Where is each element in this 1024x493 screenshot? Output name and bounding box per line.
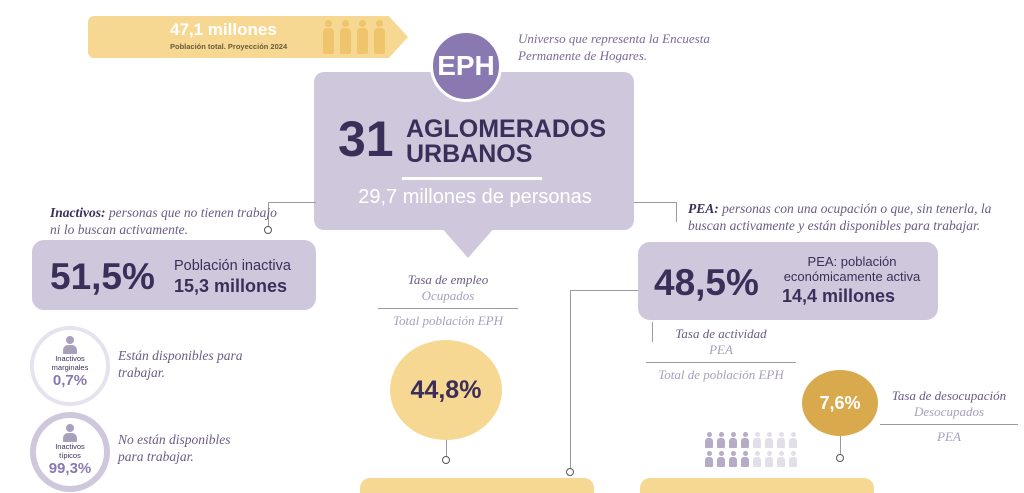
pea-employment-connector-drop [570, 290, 571, 470]
marginal-label-line2: marginales [51, 363, 89, 372]
pea-percent: 48,5% [654, 262, 759, 303]
activity-connector [652, 322, 653, 342]
unemployment-rate-formula: Tasa de desocupación Desocupados PEA [880, 388, 1018, 445]
fraction-bar [880, 424, 1018, 425]
inactive-label: Población inactiva [174, 258, 291, 274]
left-connector [268, 202, 316, 203]
population-caption: Población total. Proyección 2024 [170, 42, 288, 51]
unemployment-denominator: PEA [937, 429, 961, 444]
person-icon [63, 424, 77, 442]
activity-denominator: Total de población EPH [658, 367, 784, 382]
unemployment-rate-value: 7,6% [802, 370, 878, 436]
unemployment-numerator: Desocupados [913, 404, 985, 419]
right-connector [634, 202, 676, 203]
unemployment-dot [836, 454, 844, 462]
person-icon [63, 336, 77, 354]
employment-stem [446, 440, 447, 458]
pea-box [638, 242, 938, 320]
unemployment-stem [840, 436, 841, 456]
pea-definition: PEA: personas con una ocupación o que, s… [688, 200, 1018, 234]
employment-rate-title: Tasa de empleo [407, 272, 489, 287]
inactive-box [32, 240, 316, 310]
aglomerados-pointer [440, 226, 496, 258]
left-connector-dot [264, 226, 272, 234]
typical-label-line1: Inactivos [55, 442, 85, 451]
pea-employment-dot [566, 468, 574, 476]
typical-inactive-circle: Inactivos típicos 99,3% [30, 412, 110, 492]
marginal-label-line1: Inactivos [55, 354, 85, 363]
fraction-bar [378, 308, 518, 309]
aglomerados-title-line1: AGLOMERADOS [406, 115, 606, 143]
inactive-definition-text: personas que no tienen trabajo ni lo bus… [50, 205, 277, 237]
pea-employment-connector [570, 290, 638, 291]
center-population: 29,7 millones de personas [358, 186, 592, 208]
people-crowd-icon [704, 432, 798, 467]
employment-bottom-box [360, 478, 594, 493]
eph-badge: EPH [430, 30, 502, 102]
activity-rate-title: Tasa de actividad [675, 326, 767, 341]
inactive-amount: 15,3 millones [174, 276, 288, 296]
eph-note: Universo que representa la Encuesta Perm… [518, 31, 710, 63]
right-connector-drop [676, 202, 677, 222]
aglomerados-title-line2: URBANOS [406, 140, 533, 168]
unemployment-rate-title: Tasa de desocupación [891, 388, 1007, 403]
pea-amount: 14,4 millones [782, 286, 896, 306]
activity-rate-formula: Tasa de actividad PEA Total de población… [646, 326, 796, 383]
employment-rate-formula: Tasa de empleo Ocupados Total población … [378, 272, 518, 329]
pea-definition-text: personas con una ocupación o que, sin te… [688, 201, 992, 233]
inactive-definition: Inactivos: personas que no tienen trabaj… [50, 204, 280, 238]
pea-label: PEA: población económicamente activa [783, 254, 921, 284]
activity-numerator: PEA [709, 342, 733, 357]
marginal-inactive-circle: Inactivos marginales 0,7% [30, 326, 110, 406]
left-connector-drop [268, 202, 269, 228]
unemployment-bottom-box [640, 478, 874, 493]
people-group-icon [322, 20, 386, 54]
total-population: 47,1 millones [170, 20, 277, 39]
typical-label-line2: típicos [59, 451, 81, 460]
employment-rate-value: 44,8% [390, 340, 502, 440]
aglomerados-title: AGLOMERADOS URBANOS [406, 117, 626, 167]
inactive-percent: 51,5% [50, 256, 155, 297]
center-divider [402, 177, 542, 180]
inactive-term: Inactivos: [50, 205, 106, 220]
employment-denominator: Total población EPH [392, 313, 504, 328]
typical-description: No están disponibles para trabajar. [118, 432, 231, 464]
marginal-description: Están disponibles para trabajar. [118, 348, 243, 380]
employment-numerator: Ocupados [421, 288, 475, 303]
fraction-bar [646, 362, 796, 363]
population-banner [88, 16, 408, 58]
marginal-percent: 0,7% [52, 372, 88, 389]
employment-dot [442, 456, 450, 464]
typical-percent: 99,3% [48, 460, 92, 477]
aglomerados-count: 31 [338, 111, 394, 167]
pea-term: PEA: [688, 201, 719, 216]
